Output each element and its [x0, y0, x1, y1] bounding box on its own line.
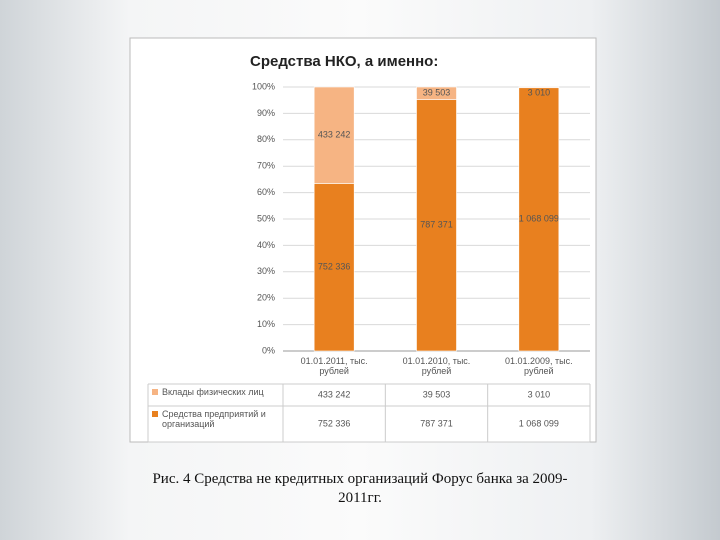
bar-segment	[313, 86, 355, 184]
legend-label: Средства предприятий и организаций	[162, 409, 266, 429]
chart-title: Средства НКО, а именно:	[250, 53, 438, 70]
y-tick-label: 10%	[257, 319, 275, 329]
bar-segment	[416, 86, 457, 100]
legend-label: Вклады физических лиц	[162, 387, 264, 397]
y-tick-label: 60%	[257, 187, 275, 197]
y-tick-label: 90%	[257, 108, 275, 118]
x-tick-label: 01.01.2011, тыс. рублей	[300, 356, 368, 376]
table-value: 3 010	[528, 389, 551, 399]
caption: Рис. 4 Средства не кредитных организаций…	[152, 471, 568, 506]
data-label: 39 503	[423, 88, 451, 98]
bar-segment	[518, 86, 560, 89]
table-value: 752 336	[318, 418, 351, 428]
y-tick-label: 40%	[257, 240, 275, 250]
y-tick-label: 20%	[257, 293, 275, 303]
chart-frame	[129, 37, 597, 443]
y-tick-label: 80%	[257, 134, 275, 144]
x-tick-label: 01.01.2010, тыс. рублей	[402, 356, 471, 376]
y-tick-label: 70%	[257, 161, 275, 171]
table-value: 787 371	[420, 418, 453, 428]
x-tick-label: 01.01.2009, тыс. рублей	[505, 356, 573, 376]
y-tick-label: 30%	[257, 266, 275, 276]
bar-segment	[313, 183, 355, 352]
y-tick-label: 100%	[252, 81, 275, 91]
legend-swatch	[152, 389, 158, 395]
data-label: 787 371	[420, 220, 453, 230]
y-tick-label: 0%	[262, 345, 275, 355]
table-value: 1 068 099	[519, 418, 559, 428]
data-label: 3 010	[528, 87, 551, 97]
table-value: 39 503	[423, 389, 451, 399]
legend-swatch	[152, 411, 158, 417]
data-label: 433 242	[318, 130, 351, 140]
data-label: 752 336	[318, 262, 351, 272]
data-label: 1 068 099	[519, 214, 559, 224]
bar-segment	[518, 87, 560, 352]
y-tick-label: 50%	[257, 213, 275, 223]
table-value: 433 242	[318, 389, 351, 399]
